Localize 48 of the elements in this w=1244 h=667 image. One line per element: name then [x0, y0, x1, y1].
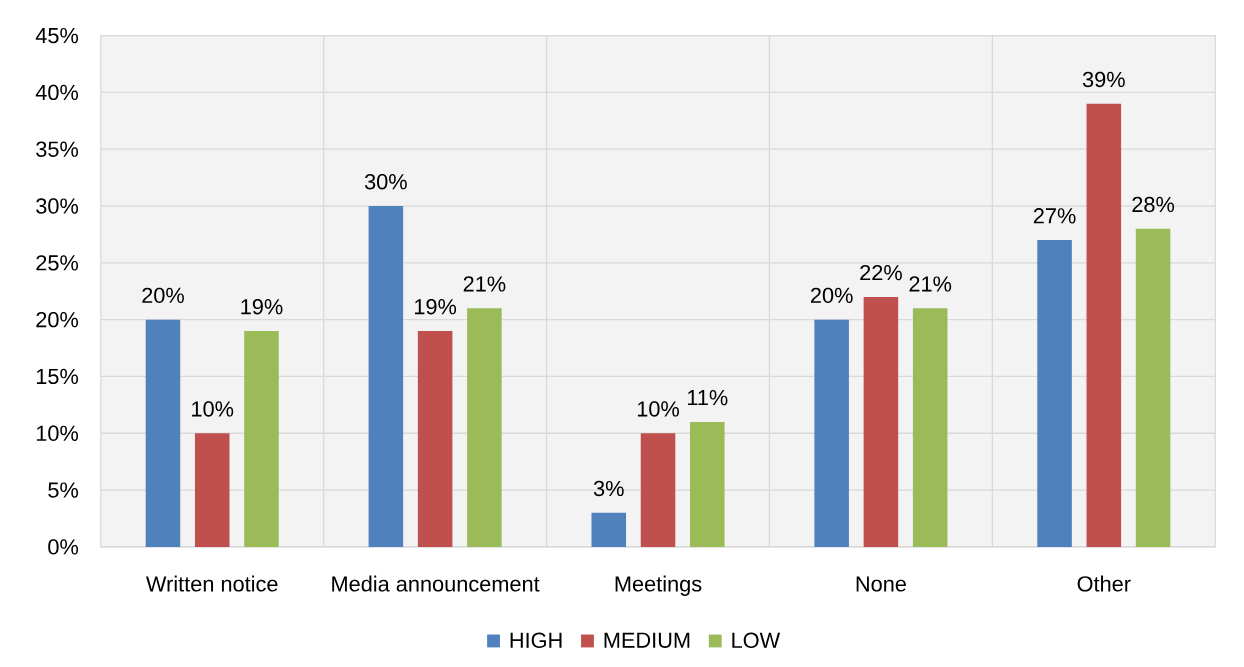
data-label: 10% — [192, 401, 234, 417]
data-label: 20% — [810, 287, 853, 304]
bar — [640, 433, 676, 548]
data-label: 21% — [463, 276, 506, 292]
data-label: 27% — [1033, 208, 1076, 224]
x-tick-label: Media announcement — [332, 575, 540, 592]
bar — [417, 331, 453, 548]
x-tick-label: Other — [1077, 575, 1131, 592]
data-label: 30% — [364, 174, 407, 190]
bar — [863, 297, 899, 548]
bar — [591, 513, 627, 548]
y-tick-label: 30% — [36, 198, 79, 214]
y-tick-label: 0% — [48, 539, 79, 555]
bar — [1086, 103, 1122, 548]
x-tick-label: None — [856, 576, 906, 592]
data-label: 39% — [1082, 71, 1125, 88]
bar — [145, 319, 181, 548]
data-label: 22% — [860, 265, 902, 281]
data-label: 21% — [909, 276, 952, 292]
bar — [690, 422, 725, 548]
data-label: 10% — [637, 401, 680, 417]
bar — [244, 331, 279, 548]
data-label: 28% — [1132, 196, 1175, 213]
bar — [1135, 228, 1171, 548]
bar — [467, 308, 502, 548]
bar — [368, 206, 404, 548]
y-tick-label: 15% — [36, 369, 79, 385]
data-label: 11% — [687, 390, 728, 406]
y-tick-label: 20% — [36, 312, 79, 328]
y-tick-label: 40% — [35, 84, 79, 101]
data-label: 19% — [415, 299, 457, 315]
x-tick-label: Meetings — [615, 575, 702, 597]
x-tick-label: Written notice — [146, 575, 278, 592]
y-tick-label: 10% — [36, 425, 79, 442]
y-tick-label: 25% — [36, 255, 79, 271]
legend-label: MEDIUM — [604, 632, 690, 649]
y-tick-label: 5% — [48, 482, 79, 498]
data-label: 20% — [142, 287, 184, 304]
bar — [814, 319, 849, 548]
legend-label: HIGH — [510, 632, 562, 649]
bar — [194, 433, 230, 548]
y-tick-label: 35% — [36, 141, 79, 158]
bar — [1037, 240, 1072, 548]
y-tick-label: 45% — [35, 28, 79, 44]
data-label: 3% — [593, 481, 624, 497]
bar — [912, 308, 948, 548]
data-label: 19% — [241, 299, 283, 315]
legend-label: LOW — [732, 632, 781, 649]
